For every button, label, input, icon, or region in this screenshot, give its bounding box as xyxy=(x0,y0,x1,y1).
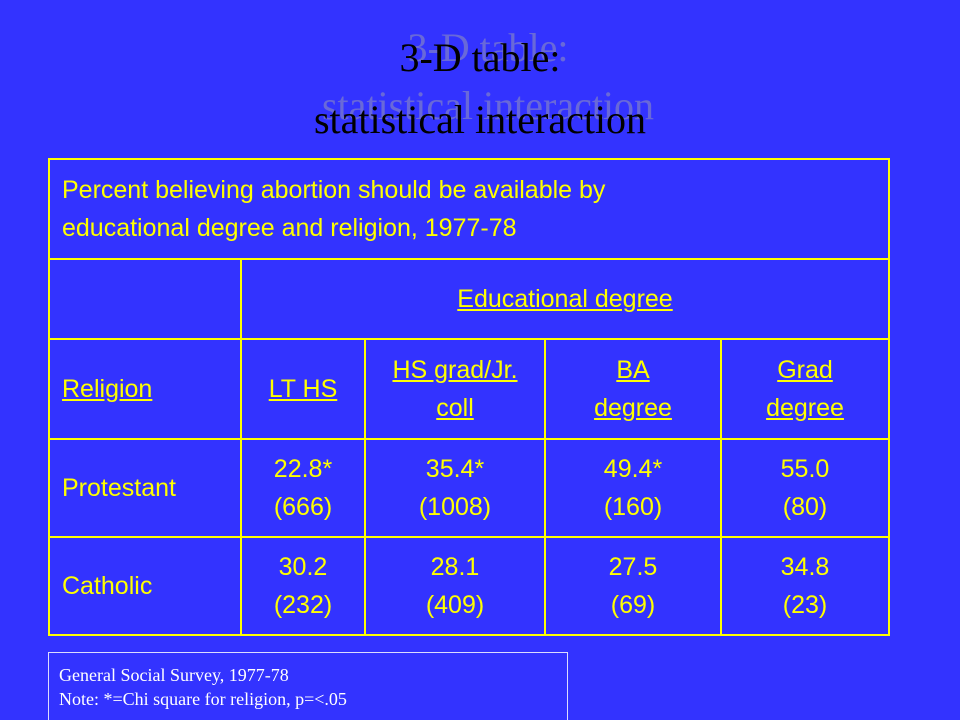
data-cell-text: 55.0 xyxy=(780,455,830,483)
caption-text: educational degree and religion, 1977-78 xyxy=(62,214,517,242)
title-shadow: statistical interaction xyxy=(321,83,655,128)
group-header-text: Educational degree xyxy=(457,285,673,313)
column-header: HS grad/Jr. coll xyxy=(364,338,546,440)
group-header: Educational degree xyxy=(240,258,890,340)
column-header-text: coll xyxy=(436,394,474,422)
data-cell-text: 35.4* xyxy=(425,455,485,483)
data-cell-text: (409) xyxy=(425,591,485,619)
data-cell-text: 28.1 xyxy=(430,553,480,581)
row-label: Protestant xyxy=(48,438,242,538)
row-label-text: Protestant xyxy=(62,474,176,502)
footnote-line: Note: *=Chi square for religion, p=<.05 xyxy=(59,689,347,709)
data-cell-text: (80) xyxy=(782,493,828,521)
data-cell-text: (1008) xyxy=(418,493,492,521)
data-cell: 35.4* (1008) xyxy=(364,438,546,538)
data-cell: 34.8 (23) xyxy=(720,536,890,636)
caption: Percent believing abortion should be ava… xyxy=(48,158,890,260)
data-cell-text: (232) xyxy=(273,591,333,619)
column-header: LT HS xyxy=(240,338,366,440)
empty-cell xyxy=(48,258,242,340)
column-header: BA degree xyxy=(544,338,722,440)
data-cell: 30.2 (232) xyxy=(240,536,366,636)
column-header-text: degree xyxy=(766,394,844,422)
footnote-line: General Social Survey, 1977-78 xyxy=(59,665,289,685)
column-header-text: LT HS xyxy=(268,375,338,403)
caption-text: Percent believing abortion should be ava… xyxy=(62,176,606,204)
data-cell-text: (23) xyxy=(782,591,828,619)
data-cell-text: 27.5 xyxy=(608,553,658,581)
data-cell: 49.4* (160) xyxy=(544,438,722,538)
column-header: Religion xyxy=(48,338,242,440)
data-cell-text: (160) xyxy=(603,493,663,521)
column-header-text: Grad xyxy=(777,356,833,384)
column-header-text: degree xyxy=(594,394,672,422)
title-shadow: 3-D table: xyxy=(407,25,569,70)
column-header-text: Religion xyxy=(62,375,153,403)
title: 3-D table: xyxy=(399,35,561,80)
data-cell-text: 34.8 xyxy=(780,553,830,581)
row-label: Catholic xyxy=(48,536,242,636)
data-cell-text: (69) xyxy=(610,591,656,619)
data-cell: 28.1 (409) xyxy=(364,536,546,636)
row-label-text: Catholic xyxy=(62,572,153,600)
data-cell: 55.0 (80) xyxy=(720,438,890,538)
column-header-text: BA xyxy=(616,356,650,384)
data-cell: 22.8* (666) xyxy=(240,438,366,538)
column-header-text: HS grad/Jr. xyxy=(392,356,518,384)
footnote: General Social Survey, 1977-78 Note: *=C… xyxy=(48,652,568,720)
data-cell-text: 30.2 xyxy=(278,553,328,581)
data-cell-text: 22.8* xyxy=(273,455,333,483)
data-cell: 27.5 (69) xyxy=(544,536,722,636)
data-cell-text: (666) xyxy=(273,493,333,521)
data-cell-text: 49.4* xyxy=(603,455,663,483)
subtitle: statistical interaction xyxy=(313,97,647,142)
column-header: Grad degree xyxy=(720,338,890,440)
